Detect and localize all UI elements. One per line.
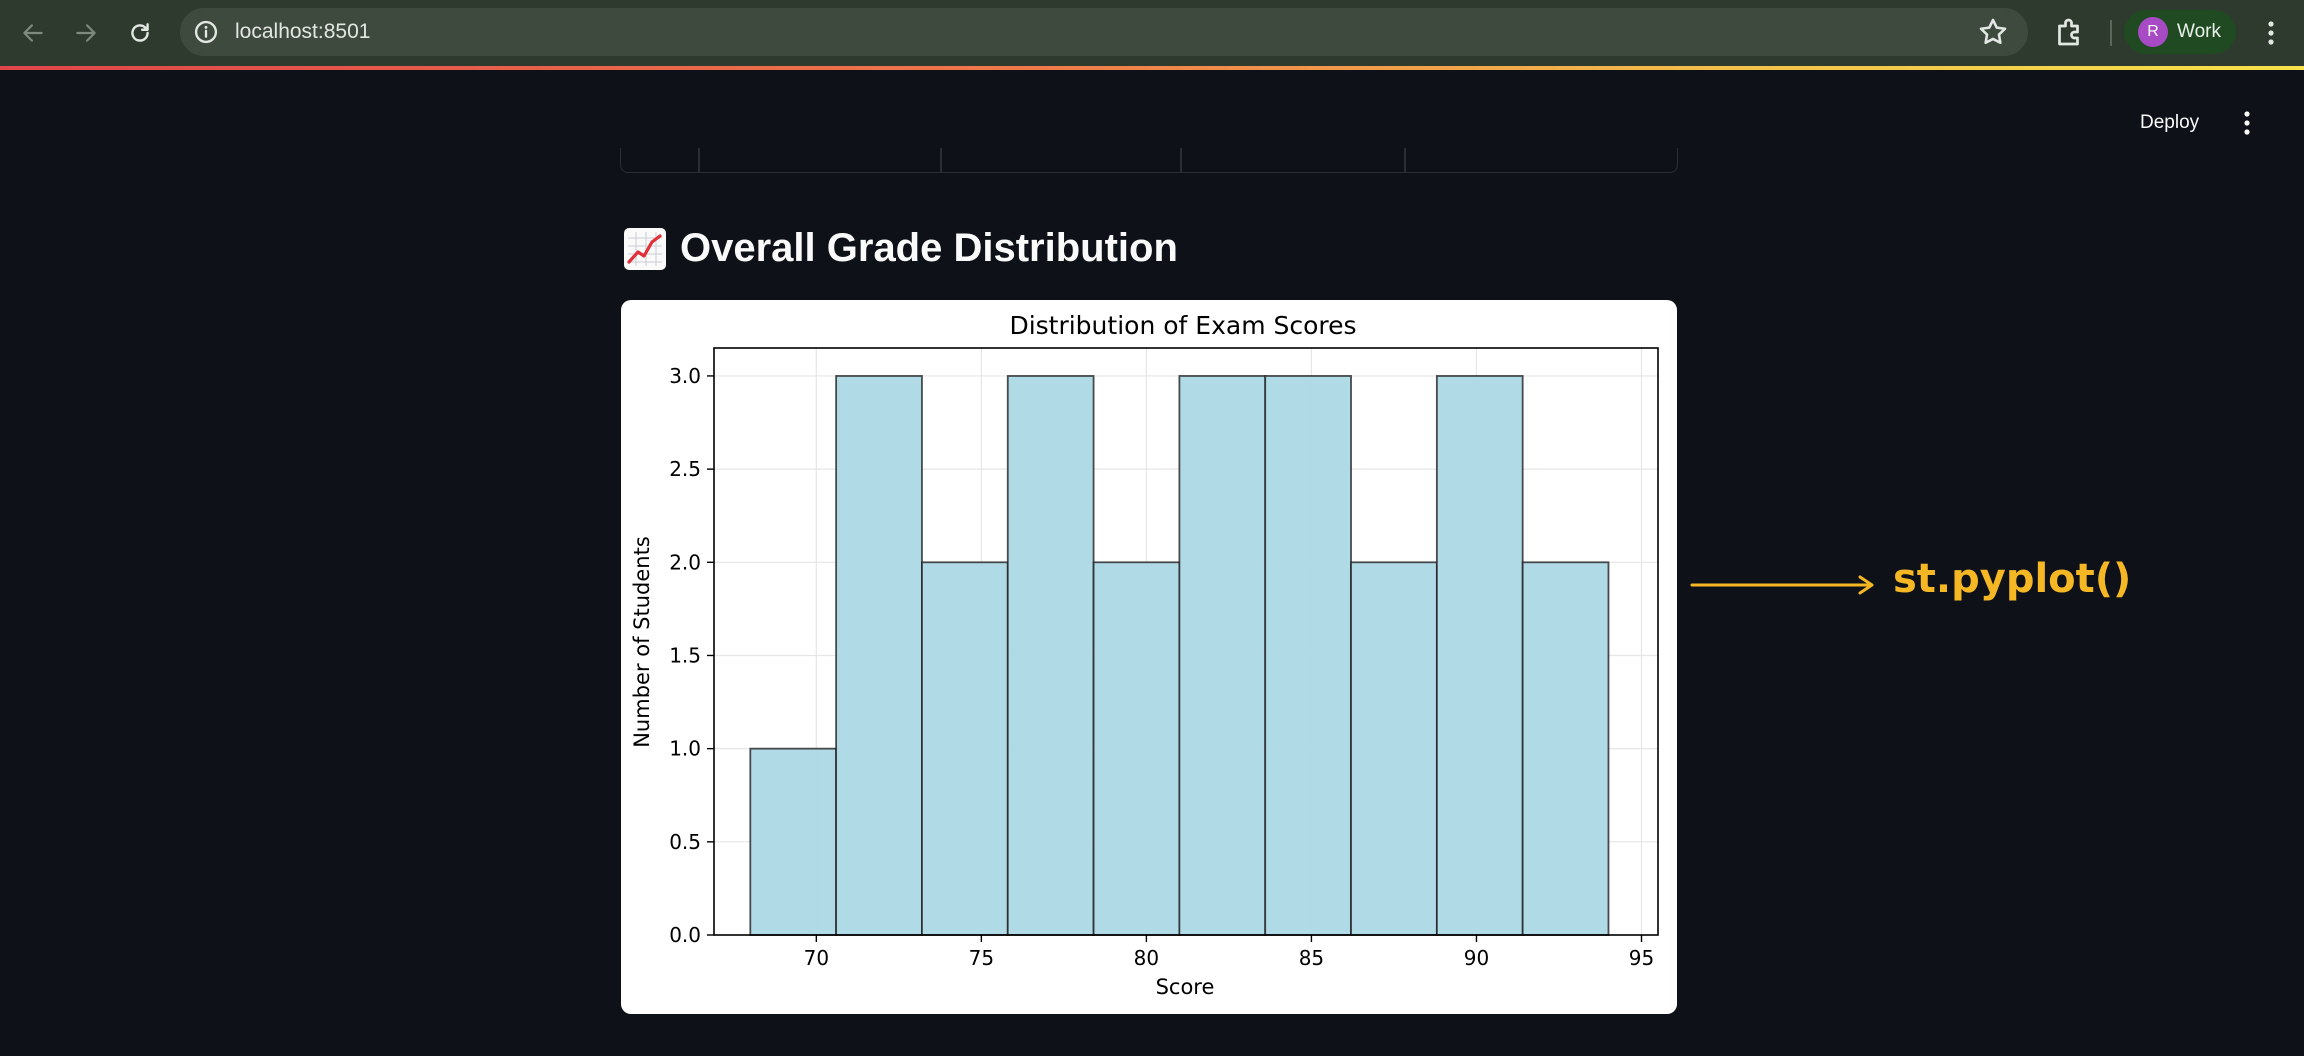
section-heading: Overall Grade Distribution — [624, 226, 1178, 271]
histogram-bar — [1178, 375, 1267, 936]
deploy-button[interactable]: Deploy — [2140, 112, 2200, 133]
section-heading-text: Overall Grade Distribution — [680, 226, 1178, 270]
site-info-icon[interactable] — [192, 18, 220, 46]
forward-button[interactable] — [66, 13, 106, 53]
x-tick-label: 80 — [1134, 946, 1159, 970]
pyplot-figure: 70 75 80 85 90 95 0.0 0.5 1.0 1.5 2.0 2.5 3.0 Distri… — [621, 300, 1677, 1014]
histogram-chart: 70 75 80 85 90 95 0.0 0.5 1.0 1.5 2.0 2.5 3.0 Distri… — [630, 311, 1659, 999]
y-tick-label: 3.0 — [669, 364, 701, 388]
y-tick-label: 1.5 — [669, 643, 701, 667]
back-button[interactable] — [13, 13, 53, 53]
loading-accent-bar — [0, 66, 2304, 70]
x-tick-label: 90 — [1464, 946, 1489, 970]
x-axis-label: Score — [1156, 975, 1215, 999]
histogram-bar — [1264, 375, 1352, 936]
x-tick-label: 70 — [804, 946, 829, 970]
x-tick-label: 85 — [1299, 946, 1324, 970]
chart-title: Distribution of Exam Scores — [1009, 311, 1356, 340]
table-column-divider — [1180, 148, 1182, 172]
axis-ticks: 70 75 80 85 90 95 0.0 0.5 1.0 1.5 2.0 2.5 3.0 — [669, 364, 1654, 970]
table-column-divider — [1404, 148, 1406, 172]
extensions-puzzle-icon[interactable] — [2052, 14, 2088, 50]
bookmark-star-icon[interactable] — [1976, 15, 2010, 49]
table-column-divider — [698, 148, 700, 172]
chart-increasing-emoji-icon — [624, 227, 666, 270]
histogram-bars — [749, 375, 1610, 936]
histogram-bar — [749, 747, 838, 936]
plot-frame — [713, 347, 1659, 936]
reload-button[interactable] — [120, 13, 160, 53]
histogram-bar — [1350, 561, 1438, 936]
address-bar[interactable] — [180, 8, 2028, 56]
y-tick-label: 0.0 — [669, 923, 701, 947]
histogram-bar — [1435, 375, 1524, 936]
histogram-bar — [1092, 561, 1181, 936]
reload-icon — [131, 23, 149, 42]
browser-toolbar: localhost:8501 R Work — [0, 0, 2304, 66]
toolbar-divider — [2110, 20, 2112, 46]
back-arrow-icon — [23, 24, 43, 42]
histogram-bar — [835, 375, 923, 936]
y-tick-label: 2.5 — [669, 457, 701, 481]
annotation-arrow-icon — [1690, 575, 1874, 595]
histogram-bar — [1521, 561, 1610, 936]
table-column-divider — [940, 148, 942, 172]
x-tick-label: 95 — [1629, 946, 1654, 970]
annotation-label: st.pyplot() — [1893, 556, 2132, 602]
url-text[interactable]: localhost:8501 — [235, 20, 371, 43]
forward-arrow-icon — [76, 24, 96, 42]
y-axis-label: Number of Students — [630, 536, 654, 748]
histogram-bar — [1006, 375, 1095, 936]
x-tick-label: 75 — [969, 946, 994, 970]
histogram-bar — [921, 561, 1009, 936]
app-main-menu-kebab-icon[interactable] — [2232, 106, 2262, 140]
y-tick-label: 2.0 — [669, 550, 701, 574]
profile-avatar: R — [2138, 17, 2168, 47]
dataframe-bottom-edge — [620, 148, 1678, 173]
profile-label: Work — [2177, 21, 2221, 42]
browser-menu-kebab-icon[interactable] — [2256, 16, 2286, 50]
y-tick-label: 0.5 — [669, 830, 701, 854]
profile-button[interactable]: R Work — [2124, 10, 2236, 54]
y-tick-label: 1.0 — [669, 737, 701, 761]
